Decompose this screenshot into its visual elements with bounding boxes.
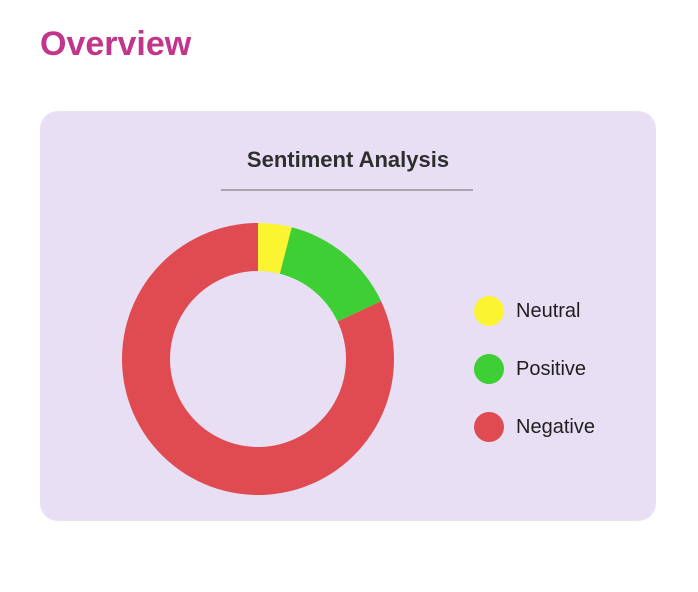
card-title: Sentiment Analysis bbox=[246, 147, 450, 172]
page-title: Overview bbox=[40, 25, 192, 63]
slice-positive[interactable] bbox=[279, 227, 382, 322]
legend-item-positive[interactable]: Positive bbox=[474, 340, 595, 398]
legend-label-neutral: Neutral bbox=[516, 299, 581, 322]
slice-negative[interactable] bbox=[122, 223, 394, 495]
chart-legend: Neutral Positive Negative bbox=[474, 282, 595, 456]
slice-neutral[interactable] bbox=[258, 223, 292, 274]
legend-swatch-positive bbox=[474, 354, 504, 384]
legend-label-negative: Negative bbox=[516, 415, 595, 438]
sentiment-card: Sentiment Analysis Neutral Positive Negati… bbox=[40, 111, 656, 521]
donut-slices bbox=[122, 223, 394, 495]
legend-item-negative[interactable]: Negative bbox=[474, 398, 595, 456]
donut-chart bbox=[122, 223, 394, 495]
legend-item-neutral[interactable]: Neutral bbox=[474, 282, 595, 340]
legend-label-positive: Positive bbox=[516, 357, 587, 380]
title-divider bbox=[221, 189, 473, 191]
legend-swatch-neutral bbox=[474, 296, 504, 326]
legend-swatch-negative bbox=[474, 412, 504, 442]
